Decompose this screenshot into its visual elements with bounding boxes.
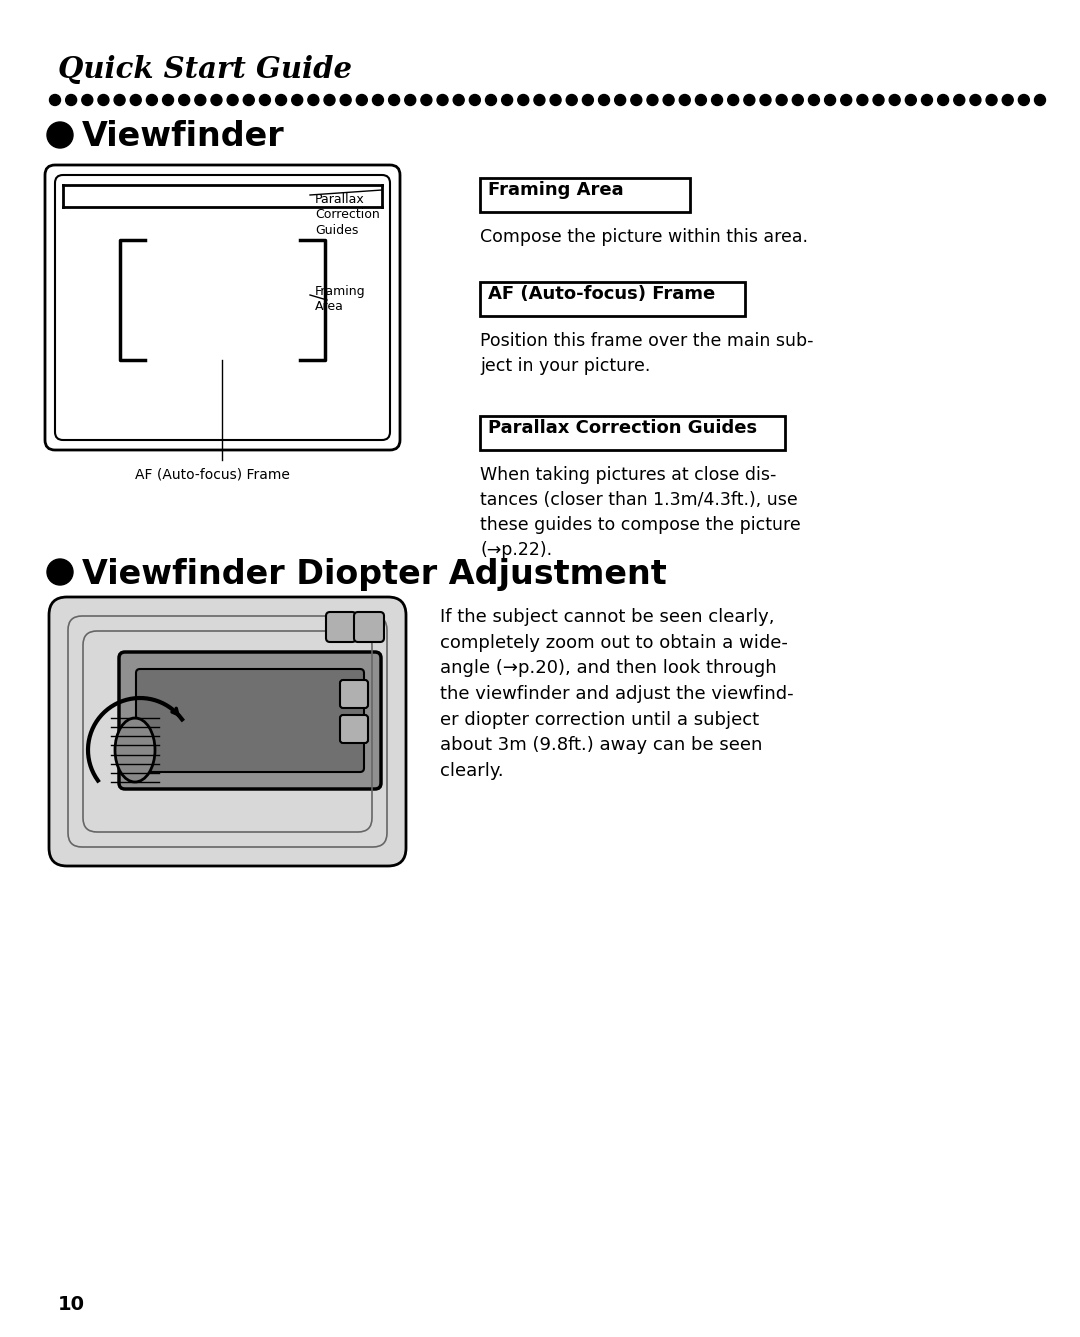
Circle shape	[873, 95, 885, 106]
Circle shape	[486, 95, 497, 106]
Circle shape	[292, 95, 302, 106]
Bar	[480, 178, 690, 213]
Circle shape	[663, 95, 674, 106]
Circle shape	[647, 95, 658, 106]
Circle shape	[566, 95, 577, 106]
FancyBboxPatch shape	[354, 612, 384, 642]
Text: Quick Start Guide: Quick Start Guide	[58, 55, 352, 84]
Circle shape	[582, 95, 593, 106]
Circle shape	[856, 95, 868, 106]
Circle shape	[373, 95, 383, 106]
Circle shape	[937, 95, 948, 106]
Bar	[480, 416, 785, 451]
Bar	[55, 603, 400, 860]
Circle shape	[82, 95, 93, 106]
Circle shape	[50, 95, 60, 106]
Circle shape	[324, 95, 335, 106]
Circle shape	[114, 95, 125, 106]
Text: Position this frame over the main sub-
ject in your picture.: Position this frame over the main sub- j…	[480, 332, 813, 374]
FancyBboxPatch shape	[340, 715, 368, 743]
Circle shape	[1018, 95, 1029, 106]
FancyBboxPatch shape	[119, 652, 381, 789]
Circle shape	[793, 95, 804, 106]
Circle shape	[454, 95, 464, 106]
Text: Parallax
Correction
Guides: Parallax Correction Guides	[315, 193, 380, 237]
Circle shape	[1002, 95, 1013, 106]
Circle shape	[421, 95, 432, 106]
Circle shape	[308, 95, 319, 106]
Circle shape	[66, 95, 77, 106]
Circle shape	[389, 95, 400, 106]
Bar	[480, 282, 745, 316]
Circle shape	[259, 95, 270, 106]
Circle shape	[970, 95, 981, 106]
FancyBboxPatch shape	[45, 164, 400, 451]
Circle shape	[501, 95, 513, 106]
FancyBboxPatch shape	[55, 175, 390, 440]
Text: Viewfinder: Viewfinder	[82, 120, 285, 152]
FancyBboxPatch shape	[340, 681, 368, 709]
Circle shape	[777, 95, 787, 106]
Circle shape	[550, 95, 562, 106]
Circle shape	[178, 95, 190, 106]
Circle shape	[631, 95, 642, 106]
Circle shape	[340, 95, 351, 106]
Circle shape	[679, 95, 690, 106]
Circle shape	[162, 95, 174, 106]
Text: AF (Auto-focus) Frame: AF (Auto-focus) Frame	[488, 285, 715, 303]
FancyBboxPatch shape	[326, 612, 356, 642]
Circle shape	[534, 95, 545, 106]
Text: Framing
Area: Framing Area	[315, 285, 366, 313]
Circle shape	[696, 95, 706, 106]
Circle shape	[615, 95, 625, 106]
Circle shape	[194, 95, 206, 106]
Circle shape	[356, 95, 367, 106]
Circle shape	[825, 95, 836, 106]
Text: Framing Area: Framing Area	[488, 180, 623, 199]
Circle shape	[517, 95, 529, 106]
Text: Parallax Correction Guides: Parallax Correction Guides	[488, 418, 757, 437]
Circle shape	[211, 95, 222, 106]
Circle shape	[98, 95, 109, 106]
Circle shape	[227, 95, 238, 106]
Circle shape	[275, 95, 286, 106]
Text: Viewfinder Diopter Adjustment: Viewfinder Diopter Adjustment	[82, 558, 666, 591]
Text: When taking pictures at close dis-
tances (closer than 1.3m/4.3ft.), use
these g: When taking pictures at close dis- tance…	[480, 467, 800, 559]
Circle shape	[728, 95, 739, 106]
Text: AF (Auto-focus) Frame: AF (Auto-focus) Frame	[135, 468, 289, 483]
Circle shape	[889, 95, 900, 106]
Circle shape	[954, 95, 964, 106]
Circle shape	[712, 95, 723, 106]
Text: Compose the picture within this area.: Compose the picture within this area.	[480, 229, 808, 246]
Text: 10: 10	[58, 1296, 85, 1314]
Circle shape	[48, 122, 73, 148]
Circle shape	[744, 95, 755, 106]
Circle shape	[131, 95, 141, 106]
Circle shape	[48, 559, 73, 586]
Circle shape	[243, 95, 254, 106]
FancyBboxPatch shape	[49, 598, 406, 866]
Circle shape	[809, 95, 820, 106]
Circle shape	[921, 95, 932, 106]
Text: If the subject cannot be seen clearly,
completely zoom out to obtain a wide-
ang: If the subject cannot be seen clearly, c…	[440, 608, 794, 781]
Circle shape	[470, 95, 481, 106]
Circle shape	[986, 95, 997, 106]
Circle shape	[405, 95, 416, 106]
FancyBboxPatch shape	[136, 668, 364, 771]
Circle shape	[760, 95, 771, 106]
Circle shape	[1035, 95, 1045, 106]
Circle shape	[840, 95, 852, 106]
Circle shape	[437, 95, 448, 106]
Ellipse shape	[114, 718, 156, 782]
Circle shape	[598, 95, 609, 106]
Circle shape	[147, 95, 158, 106]
Circle shape	[905, 95, 916, 106]
